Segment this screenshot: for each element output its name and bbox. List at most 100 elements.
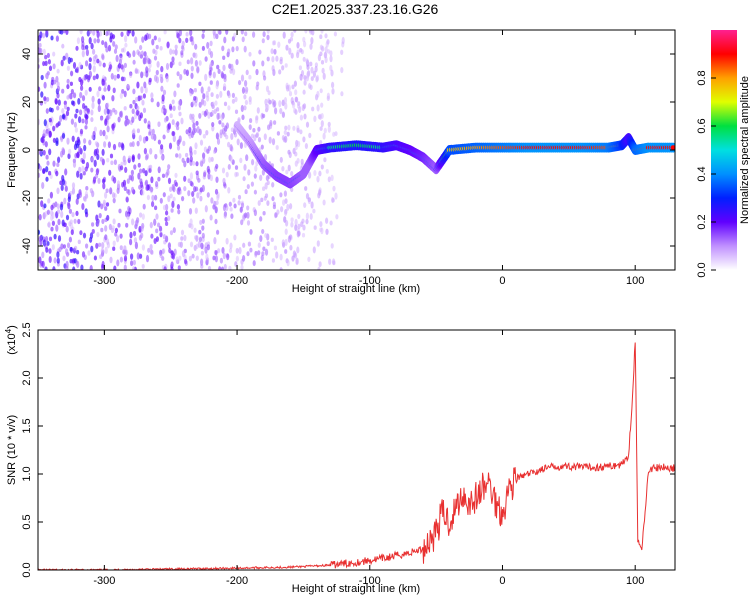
noise-speck [119, 233, 123, 239]
noise-speck [85, 186, 89, 191]
noise-speck [148, 77, 152, 83]
noise-speck [93, 255, 97, 261]
noise-speck [305, 58, 309, 65]
noise-speck [281, 166, 285, 172]
noise-speck [50, 107, 54, 113]
noise-speck [114, 227, 118, 234]
y-tick-label: -20 [21, 190, 33, 206]
noise-speck [292, 101, 296, 109]
noise-speck [216, 229, 220, 235]
noise-speck [56, 257, 60, 264]
noise-speck [126, 84, 131, 89]
noise-speck [293, 30, 297, 33]
noise-speck [118, 141, 122, 148]
noise-speck [285, 44, 289, 51]
noise-speck [206, 192, 210, 198]
noise-speck [89, 232, 94, 239]
noise-speck [59, 180, 63, 186]
noise-speck [297, 140, 301, 148]
noise-speck [102, 80, 106, 86]
noise-speck [139, 95, 143, 101]
noise-speck [263, 133, 267, 141]
noise-speck [275, 251, 279, 259]
noise-speck [149, 221, 153, 229]
noise-speck [75, 198, 79, 205]
noise-speck [187, 178, 191, 184]
noise-speck [303, 75, 307, 81]
noise-speck [104, 246, 108, 255]
noise-speck [282, 31, 286, 39]
noise-speck [151, 128, 155, 136]
x-tick-label: 100 [626, 575, 644, 587]
noise-speck [40, 200, 44, 208]
noise-speck [102, 62, 106, 68]
noise-speck [137, 51, 141, 57]
noise-speck [101, 218, 105, 224]
noise-speck [61, 132, 66, 139]
noise-speck [50, 226, 54, 232]
noise-speck [112, 197, 116, 204]
y-tick-label: 2.5 [21, 322, 33, 337]
noise-speck [62, 255, 66, 262]
noise-speck [56, 68, 60, 74]
noise-speck [142, 93, 146, 99]
noise-speck [222, 177, 226, 184]
noise-speck [294, 89, 298, 96]
noise-speck [227, 92, 231, 99]
noise-speck [128, 30, 132, 34]
noise-speck [194, 43, 198, 50]
noise-speck [325, 217, 329, 224]
noise-speck [243, 105, 247, 111]
noise-speck [92, 55, 96, 62]
noise-speck [48, 248, 52, 254]
noise-speck [61, 174, 65, 182]
noise-speck [190, 72, 194, 79]
noise-speck [142, 71, 146, 77]
noise-speck [215, 200, 219, 206]
noise-speck [225, 171, 229, 178]
noise-speck [92, 65, 96, 73]
noise-speck [227, 48, 231, 55]
noise-speck [79, 172, 83, 180]
y-tick-label: 0 [21, 147, 33, 153]
noise-speck [190, 65, 194, 72]
snr-multiplier-exp: 4 [4, 328, 13, 333]
noise-speck [301, 104, 305, 112]
noise-speck [106, 125, 110, 133]
noise-speck [132, 99, 136, 105]
noise-speck [85, 44, 89, 50]
noise-speck [329, 64, 333, 72]
noise-speck [189, 180, 193, 187]
noise-speck [175, 153, 179, 158]
noise-speck [222, 64, 226, 72]
noise-speck [261, 169, 265, 176]
noise-speck [94, 141, 98, 146]
noise-speck [198, 128, 202, 136]
noise-speck [103, 141, 107, 148]
noise-speck [39, 47, 43, 54]
noise-speck [66, 137, 70, 145]
x-tick-label: -100 [359, 275, 381, 287]
noise-speck [301, 232, 306, 238]
noise-speck [332, 258, 336, 265]
noise-speck [167, 164, 171, 170]
noise-speck [176, 204, 180, 210]
noise-speck [192, 197, 196, 204]
noise-speck [162, 192, 166, 198]
ridge-point [670, 145, 675, 150]
noise-speck [304, 143, 308, 149]
noise-speck [195, 161, 199, 167]
y-tick-label: 2.0 [21, 370, 33, 385]
noise-speck [155, 228, 159, 234]
noise-speck [285, 169, 289, 175]
noise-speck [60, 210, 64, 219]
noise-speck [279, 267, 283, 270]
noise-speck [177, 190, 181, 196]
noise-speck [231, 98, 235, 104]
noise-speck [42, 48, 46, 56]
noise-speck [149, 249, 154, 255]
noise-speck [178, 37, 182, 44]
noise-speck [279, 253, 283, 261]
noise-speck [162, 233, 166, 240]
noise-speck [241, 36, 245, 43]
